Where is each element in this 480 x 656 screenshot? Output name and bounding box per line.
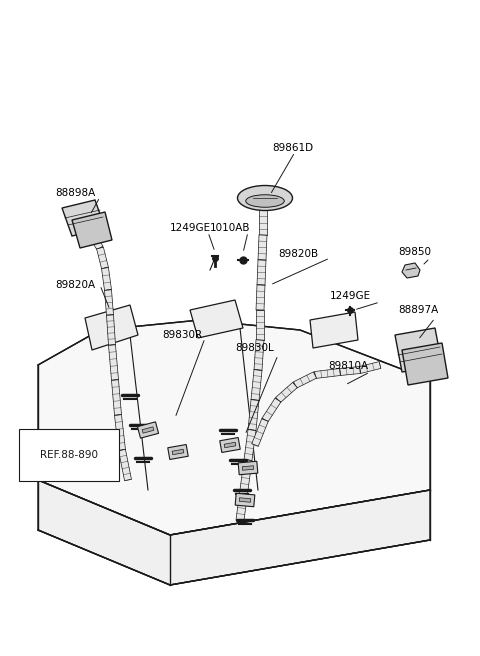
Polygon shape <box>72 212 112 248</box>
Polygon shape <box>293 372 317 388</box>
Text: 89830L: 89830L <box>235 343 274 353</box>
Ellipse shape <box>238 186 292 211</box>
Polygon shape <box>242 466 254 470</box>
Polygon shape <box>105 290 113 316</box>
Polygon shape <box>310 312 358 348</box>
Polygon shape <box>137 422 158 438</box>
Polygon shape <box>238 461 258 475</box>
Polygon shape <box>244 430 256 461</box>
Polygon shape <box>115 415 125 451</box>
Polygon shape <box>314 369 340 379</box>
Polygon shape <box>256 310 264 340</box>
Polygon shape <box>395 328 442 372</box>
Polygon shape <box>259 210 267 235</box>
Text: 89830R: 89830R <box>162 330 202 340</box>
Polygon shape <box>256 285 265 310</box>
Polygon shape <box>38 480 430 585</box>
Polygon shape <box>252 419 268 446</box>
Text: 1249GE: 1249GE <box>170 223 211 233</box>
Polygon shape <box>107 315 116 345</box>
Polygon shape <box>224 442 236 448</box>
Polygon shape <box>87 230 103 250</box>
Polygon shape <box>402 343 448 385</box>
Polygon shape <box>235 493 255 506</box>
Polygon shape <box>359 361 381 373</box>
Polygon shape <box>276 382 297 403</box>
Polygon shape <box>168 445 188 459</box>
Text: 89820B: 89820B <box>278 249 318 259</box>
Text: 1249GE: 1249GE <box>330 291 371 301</box>
Polygon shape <box>172 449 184 455</box>
Polygon shape <box>85 305 138 350</box>
Ellipse shape <box>246 195 284 207</box>
Polygon shape <box>248 400 259 430</box>
Polygon shape <box>108 344 119 380</box>
Text: 89810A: 89810A <box>328 361 368 371</box>
Polygon shape <box>251 369 262 400</box>
Polygon shape <box>111 380 121 415</box>
Polygon shape <box>102 268 111 291</box>
Polygon shape <box>190 300 243 338</box>
Polygon shape <box>38 320 430 535</box>
Text: 1010AB: 1010AB <box>210 223 251 233</box>
Text: 88897A: 88897A <box>398 305 438 315</box>
Polygon shape <box>239 498 251 502</box>
Text: 89820A: 89820A <box>55 280 95 290</box>
Text: 89850: 89850 <box>398 247 431 257</box>
Polygon shape <box>119 449 132 481</box>
Polygon shape <box>142 427 154 433</box>
Polygon shape <box>257 260 266 285</box>
Polygon shape <box>254 340 264 370</box>
Polygon shape <box>340 367 360 375</box>
Text: 88898A: 88898A <box>55 188 95 198</box>
Text: 89861D: 89861D <box>272 143 313 153</box>
Polygon shape <box>62 200 105 236</box>
Polygon shape <box>258 235 267 260</box>
Polygon shape <box>402 263 420 278</box>
Text: REF.88-890: REF.88-890 <box>40 450 98 460</box>
Polygon shape <box>220 438 240 453</box>
Polygon shape <box>96 247 108 269</box>
Polygon shape <box>262 398 281 422</box>
Polygon shape <box>236 489 248 520</box>
Polygon shape <box>240 459 252 491</box>
